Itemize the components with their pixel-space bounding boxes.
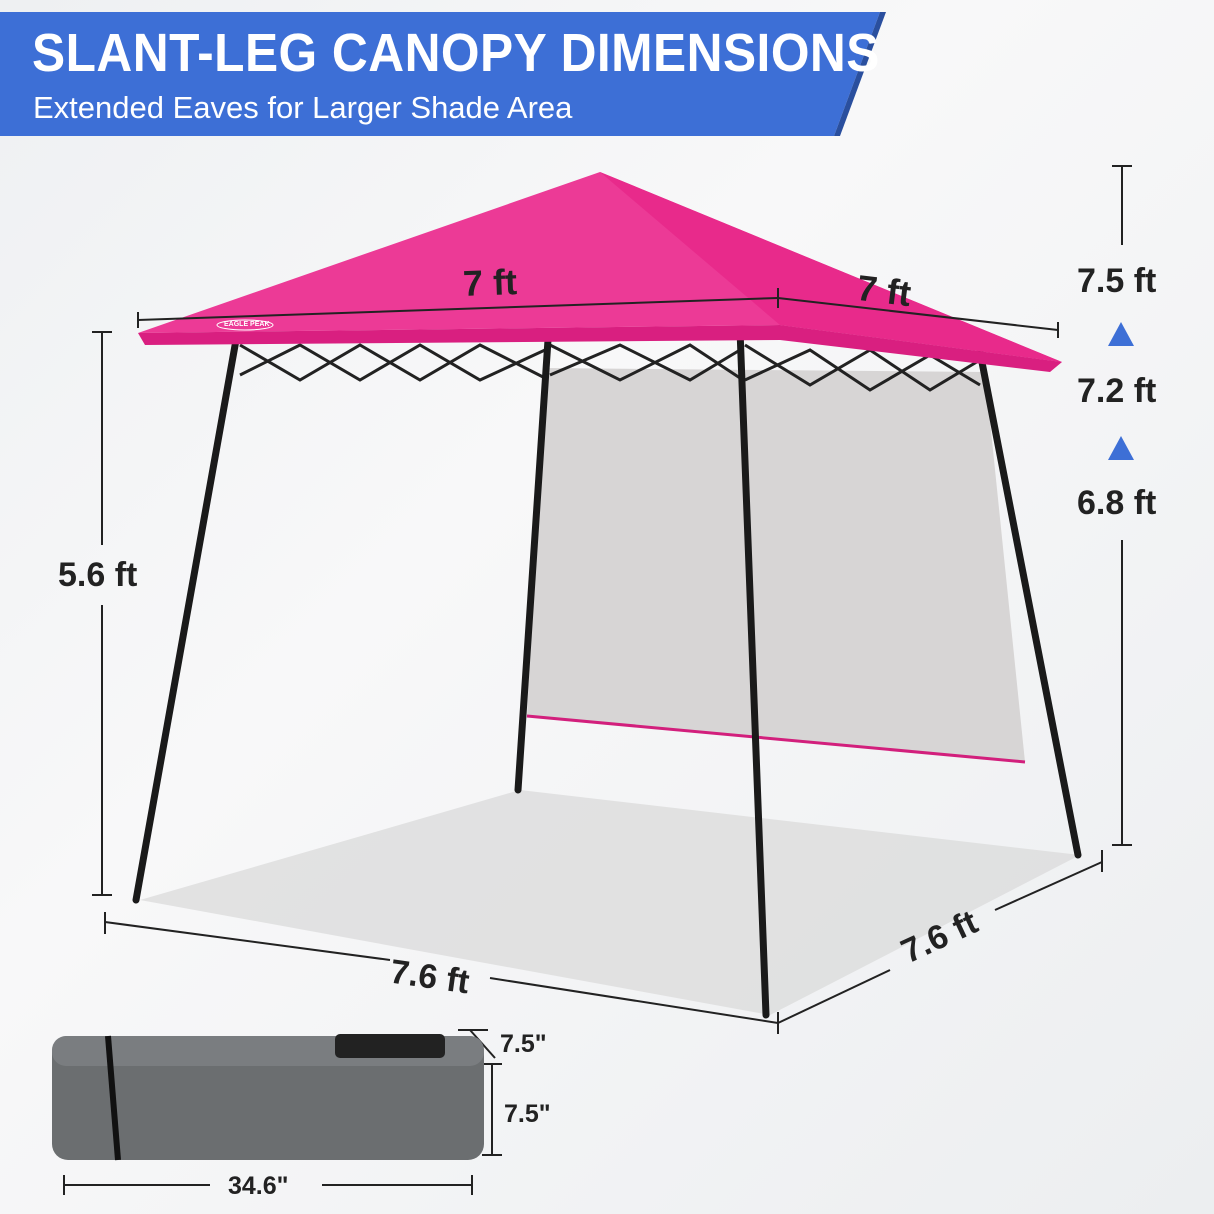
triangle-up-icon bbox=[1108, 436, 1134, 460]
page-subtitle: Extended Eaves for Larger Shade Area bbox=[33, 90, 573, 125]
leg bbox=[132, 336, 240, 904]
leg bbox=[514, 336, 552, 794]
side-wall bbox=[527, 368, 1025, 762]
carry-bag bbox=[52, 1034, 484, 1161]
roof-front-dimension: 7 ft bbox=[462, 261, 518, 304]
brand-logo: EAGLE PEAK bbox=[224, 321, 270, 328]
page-title: SLANT-LEG CANOPY DIMENSIONS bbox=[32, 23, 880, 83]
leg bbox=[976, 348, 1082, 859]
header-banner bbox=[0, 12, 880, 136]
floor-shadow bbox=[140, 790, 1080, 1015]
roof-side-dimension: 7 ft bbox=[854, 266, 914, 315]
bag-length: 34.6" bbox=[228, 1172, 289, 1200]
height-high: 7.5 ft bbox=[1077, 262, 1157, 300]
bag-height: 7.5" bbox=[504, 1100, 551, 1128]
triangle-up-icon bbox=[1108, 322, 1134, 346]
bag-depth: 7.5" bbox=[500, 1030, 547, 1058]
leg-height-dimension: 5.6 ft bbox=[58, 556, 138, 594]
height-mid: 7.2 ft bbox=[1077, 372, 1157, 410]
leg bbox=[736, 326, 770, 1019]
height-low: 6.8 ft bbox=[1077, 484, 1157, 522]
